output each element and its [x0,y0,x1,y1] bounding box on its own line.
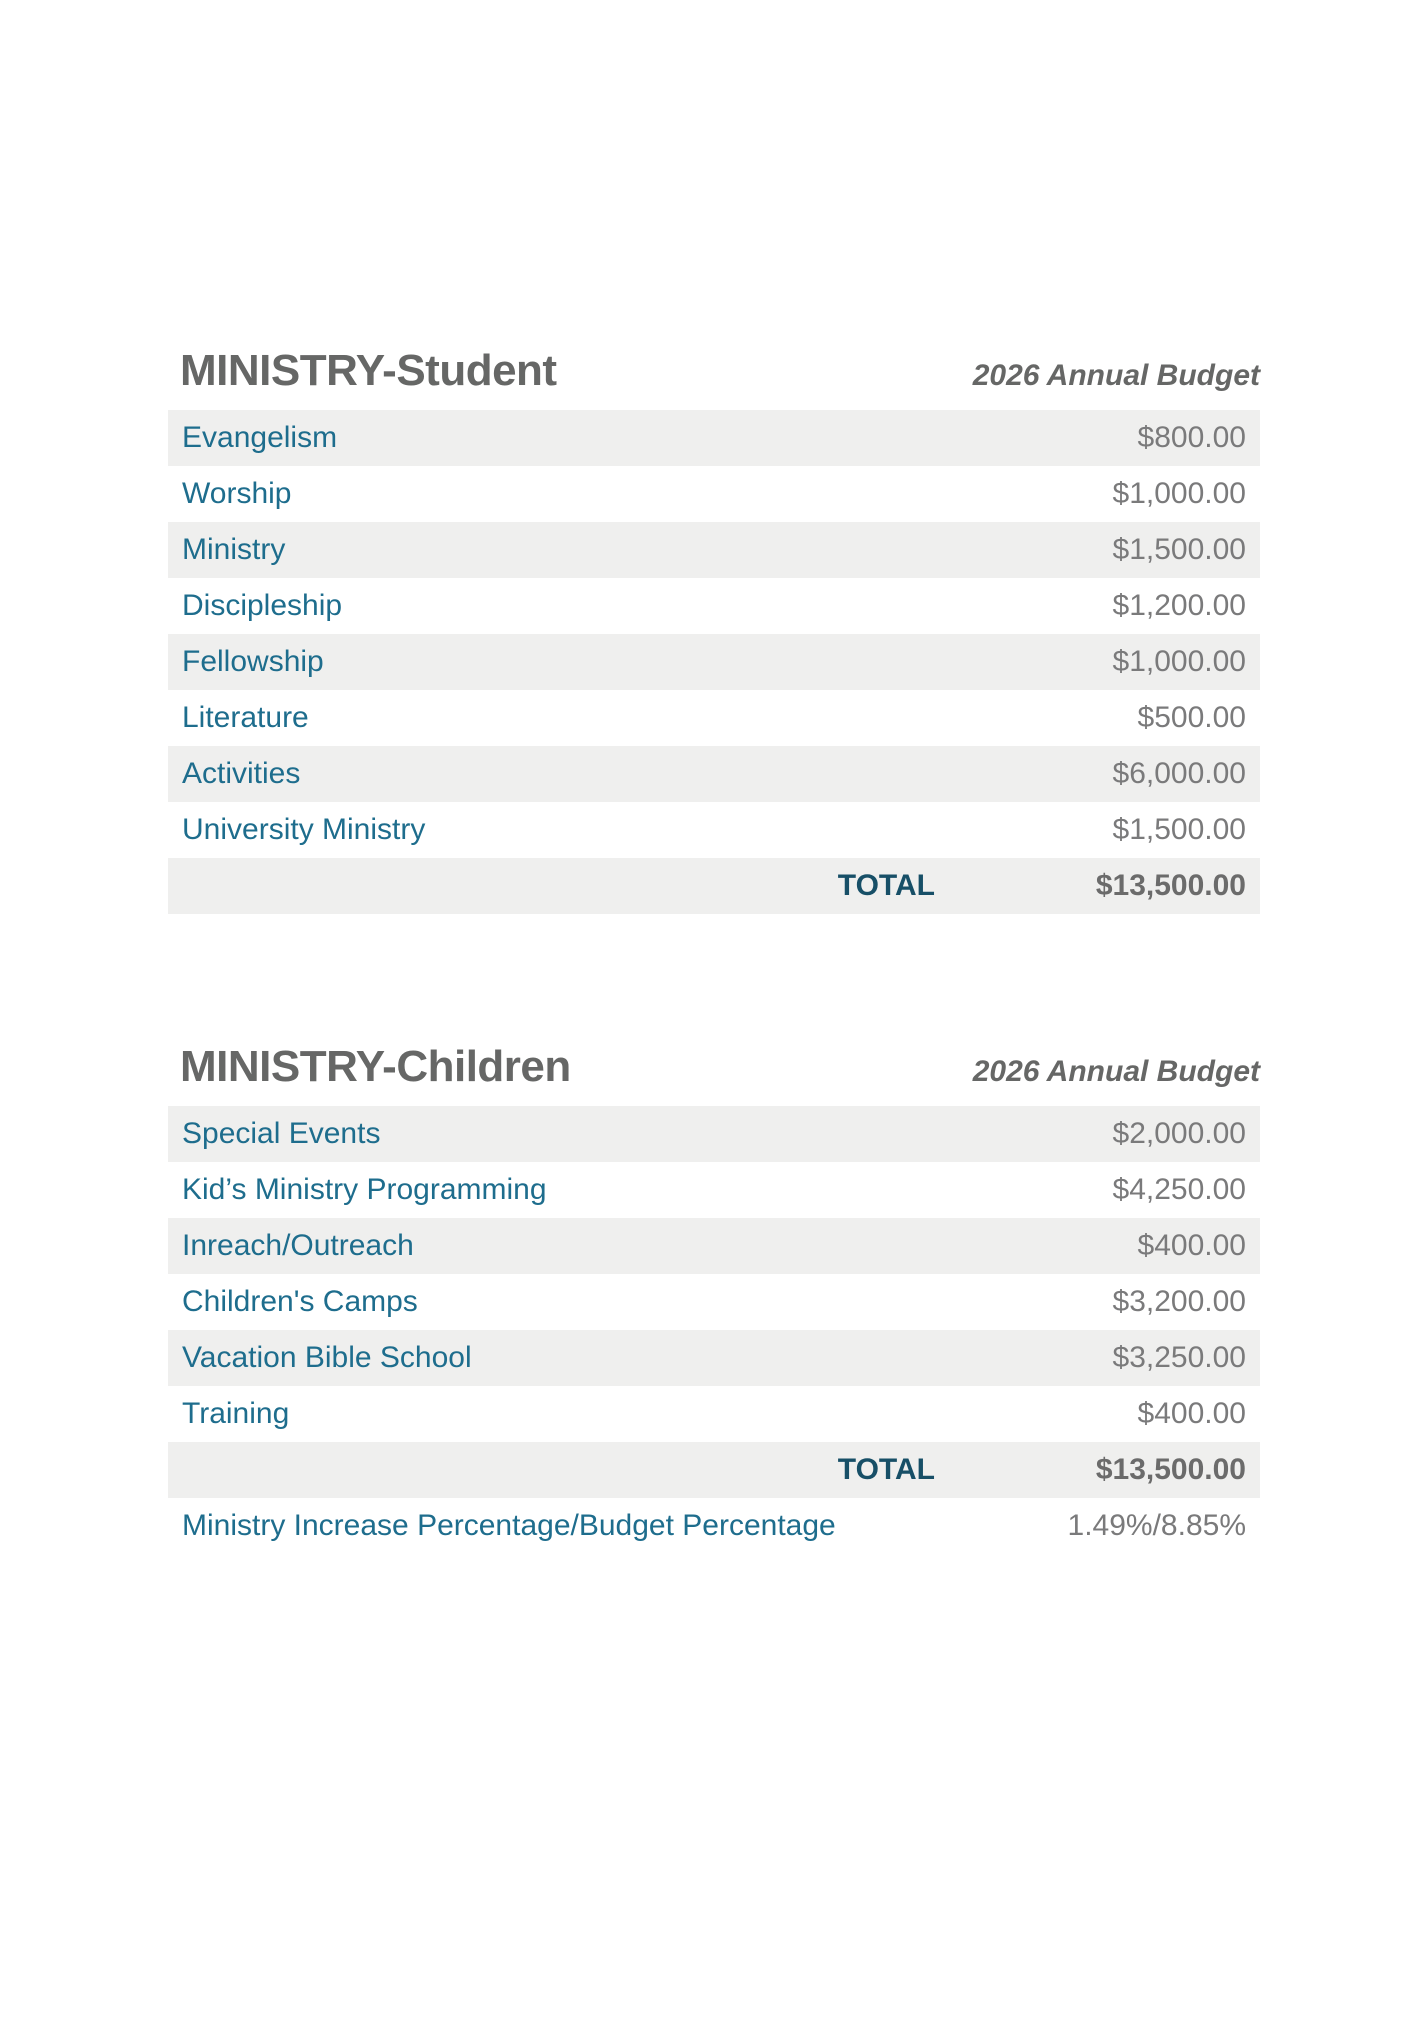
footer-label: Ministry Increase Percentage/Budget Perc… [182,1509,836,1543]
section-title: MINISTRY-Children [180,1042,571,1092]
table-row: Activities $6,000.00 [168,746,1260,803]
section-header: MINISTRY-Student 2026 Annual Budget [168,346,1260,395]
line-item-label: University Ministry [182,813,426,847]
line-item-amount: $6,000.00 [1112,757,1246,791]
table-row: Ministry $1,500.00 [168,522,1260,579]
line-item-amount: $3,250.00 [1112,1341,1246,1375]
line-item-label: Training [182,1397,290,1431]
budget-column-header: 2026 Annual Budget [972,1055,1260,1089]
budget-column-header: 2026 Annual Budget [972,359,1260,392]
table-row: Special Events $2,000.00 [168,1106,1260,1163]
line-item-label: Vacation Bible School [182,1341,472,1375]
line-item-label: Ministry [182,533,286,567]
line-item-label: Discipleship [182,589,343,623]
ministry-children-section: MINISTRY-Children 2026 Annual Budget Spe… [168,1042,1260,1555]
table-row: TOTAL $13,500.00 [168,1442,1260,1499]
line-item-label: Special Events [182,1117,381,1151]
table-row: Training $400.00 [168,1386,1260,1443]
footer-value: 1.49%/8.85% [1067,1509,1246,1543]
line-item-label: Fellowship [182,645,324,679]
table-row: Literature $500.00 [168,690,1260,747]
total-amount: $13,500.00 [1095,1453,1246,1487]
line-item-label: Kid’s Ministry Programming [182,1173,547,1207]
table-row: Kid’s Ministry Programming $4,250.00 [168,1162,1260,1219]
table-row: TOTAL $13,500.00 [168,858,1260,915]
budget-rows: Evangelism $800.00 Worship $1,000.00 Ministr… [168,410,1260,915]
line-item-amount: $1,200.00 [1112,589,1246,623]
table-row: Children's Camps $3,200.00 [168,1274,1260,1331]
total-label: TOTAL [837,1453,935,1487]
line-item-amount: $400.00 [1137,1397,1246,1431]
line-item-amount: $400.00 [1137,1229,1246,1263]
line-item-amount: $500.00 [1137,701,1246,735]
table-row: Inreach/Outreach $400.00 [168,1218,1260,1275]
line-item-label: Children's Camps [182,1285,418,1319]
section-header: MINISTRY-Children 2026 Annual Budget [168,1042,1260,1092]
table-row: Worship $1,000.00 [168,466,1260,523]
total-label: TOTAL [837,869,935,903]
budget-document-page: MINISTRY-Student 2026 Annual Budget Evan… [168,346,1260,1555]
line-item-amount: $4,250.00 [1112,1173,1246,1207]
table-row: Discipleship $1,200.00 [168,578,1260,635]
line-item-amount: $1,000.00 [1112,477,1246,511]
budget-rows: Special Events $2,000.00 Kid’s Ministry Pr… [168,1106,1260,1555]
ministry-student-section: MINISTRY-Student 2026 Annual Budget Evan… [168,346,1260,915]
line-item-amount: $1,500.00 [1112,813,1246,847]
line-item-label: Literature [182,701,309,735]
table-row: Vacation Bible School $3,250.00 [168,1330,1260,1387]
table-row: University Ministry $1,500.00 [168,802,1260,859]
table-row: Ministry Increase Percentage/Budget Perc… [168,1498,1260,1555]
line-item-amount: $2,000.00 [1112,1117,1246,1151]
total-amount: $13,500.00 [1095,869,1246,903]
table-row: Evangelism $800.00 [168,410,1260,467]
line-item-label: Evangelism [182,421,338,455]
line-item-label: Worship [182,477,292,511]
line-item-amount: $1,500.00 [1112,533,1246,567]
line-item-amount: $3,200.00 [1112,1285,1246,1319]
line-item-label: Inreach/Outreach [182,1229,414,1263]
line-item-label: Activities [182,757,301,791]
line-item-amount: $1,000.00 [1112,645,1246,679]
table-row: Fellowship $1,000.00 [168,634,1260,691]
section-title: MINISTRY-Student [180,346,557,395]
line-item-amount: $800.00 [1137,421,1246,455]
